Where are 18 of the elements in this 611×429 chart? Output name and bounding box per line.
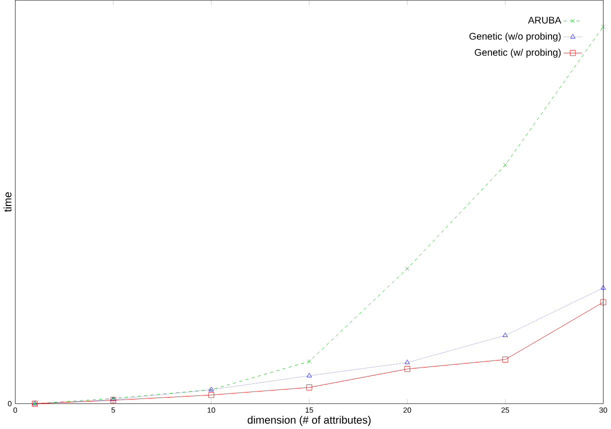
y-axis-title: time [4,192,12,212]
x-axis-title: dimension (# of attributes) [248,416,371,426]
point [404,366,410,372]
point [600,299,606,305]
point [306,372,312,378]
point [404,359,410,364]
legend-label: ARUBA [528,16,562,24]
legend-label: Genetic (w/o probing) [469,32,561,42]
point [208,392,214,398]
point [307,359,312,364]
legend-label: Genetic (w/ probing) [474,48,561,58]
point [306,384,312,390]
point [502,356,508,362]
point [600,284,606,290]
point [405,266,410,271]
point [601,24,606,29]
point [502,332,508,337]
point [503,162,508,167]
